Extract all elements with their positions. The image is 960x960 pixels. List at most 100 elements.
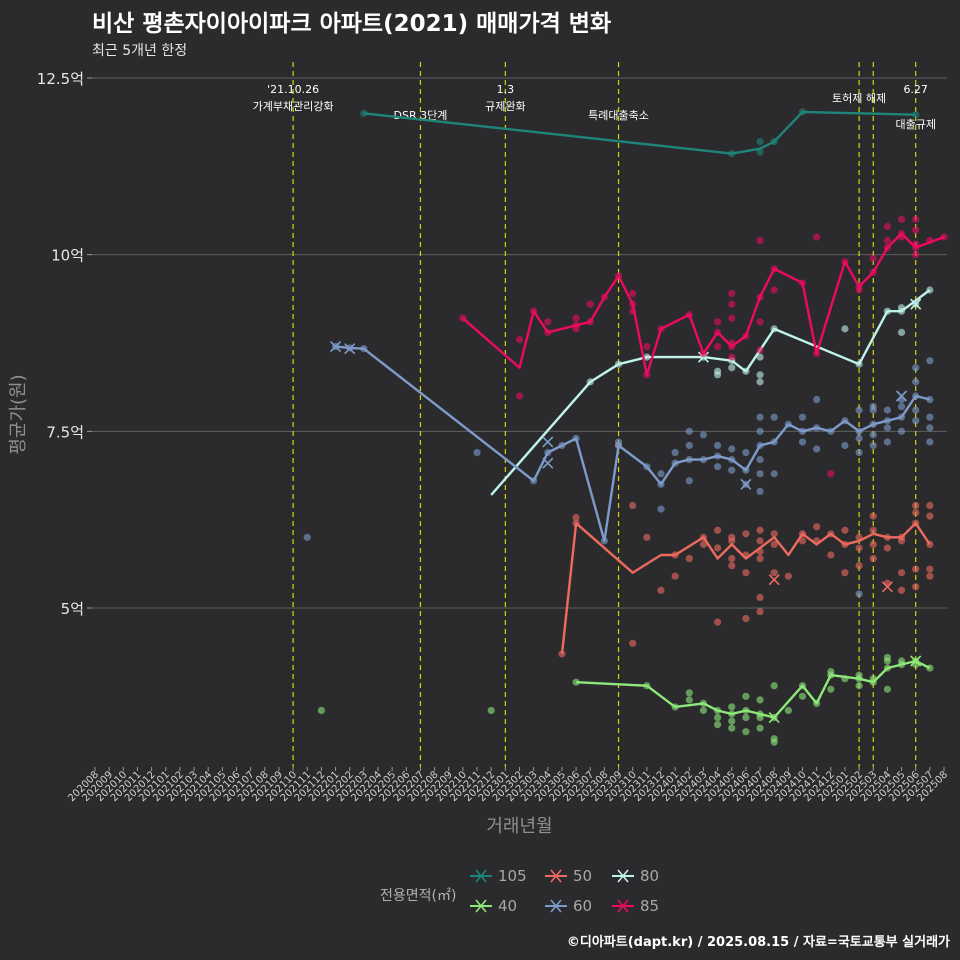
- data-point: [756, 724, 764, 732]
- data-point: [855, 671, 863, 679]
- data-point: [869, 403, 877, 411]
- data-point: [883, 544, 892, 552]
- data-point: [714, 721, 722, 729]
- data-point: [855, 590, 863, 598]
- data-point: [912, 226, 920, 234]
- legend-label: 40: [498, 897, 518, 915]
- event-label: 특례대출축소: [588, 109, 649, 122]
- data-point: [883, 685, 892, 693]
- data-point: [728, 703, 736, 711]
- data-point: [515, 335, 524, 344]
- data-point: [756, 487, 764, 495]
- chart-subtitle: 최근 5개년 한정: [92, 43, 188, 59]
- data-point: [827, 685, 835, 693]
- data-point: [813, 445, 821, 453]
- data-point: [897, 427, 906, 435]
- data-point: [926, 438, 934, 446]
- data-point: [756, 318, 764, 326]
- series-line-80: [490, 289, 931, 496]
- legend-item-60[interactable]: 60: [545, 896, 592, 916]
- data-point: [912, 215, 920, 223]
- data-point: [869, 512, 877, 520]
- y-tick-label: 5억: [61, 600, 84, 618]
- series-line-50: [560, 522, 931, 655]
- data-point: [728, 289, 736, 298]
- legend-item-50[interactable]: 50: [545, 866, 592, 886]
- legend-item-80[interactable]: 80: [612, 866, 659, 886]
- data-point: [827, 551, 835, 559]
- data-point: [855, 448, 863, 457]
- data-point: [629, 289, 637, 298]
- cross-marker: [344, 343, 356, 355]
- data-point: [756, 427, 764, 435]
- data-point: [742, 530, 750, 538]
- data-point: [685, 477, 693, 485]
- data-point: [926, 565, 934, 573]
- cross-marker: [768, 711, 780, 724]
- data-point: [728, 445, 736, 453]
- data-point: [728, 466, 736, 474]
- data-point: [756, 353, 764, 361]
- data-point: [912, 378, 920, 386]
- cross-marker: [895, 390, 908, 402]
- data-point: [855, 544, 863, 552]
- data-point: [912, 417, 920, 425]
- data-point: [756, 470, 764, 478]
- cross-marker: [740, 478, 752, 490]
- y-tick-label: 12.5억: [37, 70, 84, 88]
- data-point: [770, 738, 778, 746]
- data-point: [756, 371, 764, 379]
- data-point: [756, 554, 764, 563]
- data-point: [487, 706, 495, 715]
- data-point: [685, 696, 693, 704]
- data-point: [770, 413, 778, 421]
- data-point: [897, 328, 906, 336]
- data-point: [756, 593, 764, 602]
- legend-item-105[interactable]: 105: [470, 866, 527, 886]
- source-caption: ©디아파트(dapt.kr) / 2025.08.15 / 자료=국토교통부 실…: [566, 935, 950, 950]
- data-point: [770, 540, 778, 549]
- data-point: [926, 501, 934, 510]
- data-point: [883, 222, 892, 230]
- series-line-40: [576, 659, 931, 719]
- data-point: [544, 318, 552, 326]
- data-point: [912, 565, 920, 573]
- data-point: [897, 657, 906, 665]
- data-point: [869, 554, 877, 563]
- legend-label: 85: [640, 897, 660, 915]
- data-point: [657, 586, 665, 594]
- data-point: [883, 438, 892, 446]
- data-point: [303, 533, 311, 541]
- data-point: [798, 692, 807, 700]
- y-axis-label: 평균가(원): [8, 374, 29, 454]
- data-point: [714, 342, 722, 351]
- event-label: 가계부채관리강화: [253, 100, 334, 113]
- data-point: [756, 713, 764, 722]
- data-point: [756, 138, 764, 146]
- data-point: [756, 236, 764, 245]
- legend-label: 105: [498, 867, 527, 885]
- data-point: [473, 448, 481, 457]
- data-point: [897, 537, 906, 545]
- data-point: [926, 395, 934, 404]
- data-point: [841, 441, 849, 450]
- event-label: 6.27: [903, 83, 928, 96]
- data-point: [912, 111, 920, 119]
- legend-item-85[interactable]: 85: [612, 896, 659, 916]
- cross-marker: [329, 340, 342, 353]
- legend-label: 60: [573, 897, 593, 915]
- data-point: [897, 215, 906, 223]
- data-point: [869, 441, 877, 450]
- legend-item-40[interactable]: 40: [470, 896, 517, 916]
- data-point: [869, 431, 877, 439]
- data-point: [714, 371, 722, 379]
- data-point: [926, 413, 934, 421]
- data-point: [841, 569, 849, 577]
- data-point: [827, 470, 835, 478]
- data-point: [756, 696, 764, 704]
- data-point: [643, 533, 651, 541]
- data-point: [869, 526, 877, 534]
- data-point: [912, 406, 920, 414]
- data-point: [728, 364, 736, 372]
- data-point: [671, 448, 679, 457]
